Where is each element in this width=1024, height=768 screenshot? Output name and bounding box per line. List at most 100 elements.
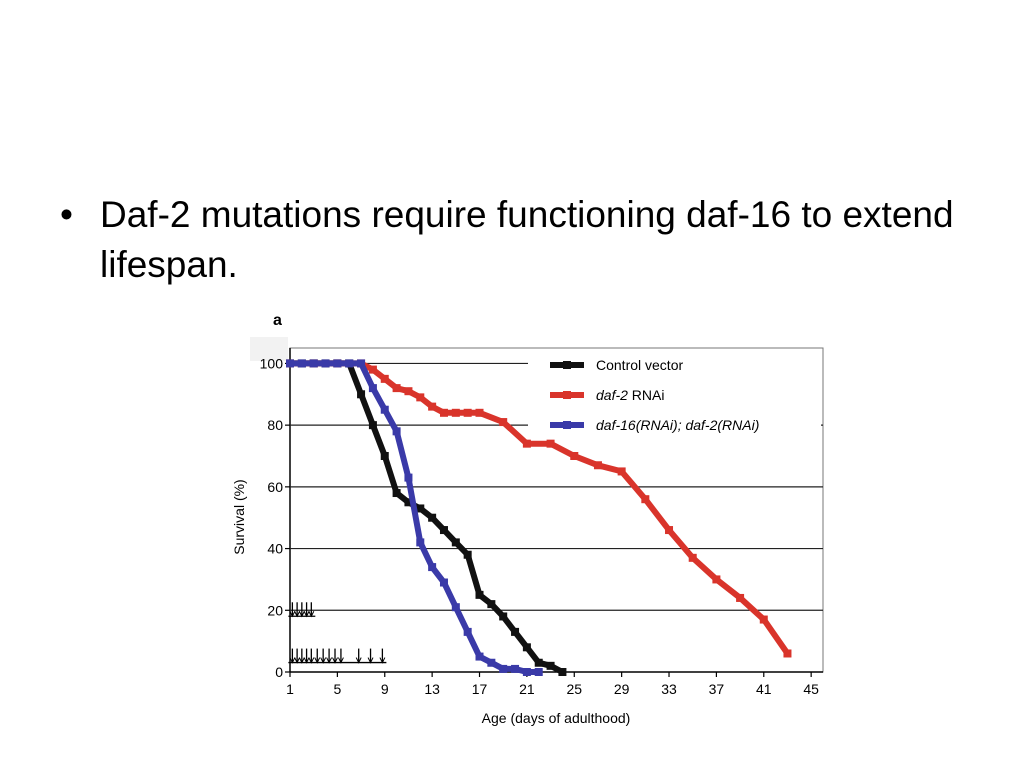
censor-arrow-1-5: [314, 657, 321, 664]
series-2-point-8: [380, 405, 389, 414]
x-tick-label-29: 29: [614, 681, 630, 697]
series-1-point-14: [499, 418, 508, 427]
censor-arrow-0-3: [303, 611, 310, 618]
y-tick-label-80: 80: [267, 417, 283, 433]
x-tick-label-9: 9: [381, 681, 389, 697]
series-2-point-19: [511, 664, 520, 673]
series-1-point-25: [759, 615, 768, 624]
series-2-point-9: [392, 427, 401, 436]
series-2-point-21: [534, 668, 543, 676]
legend-label-2: daf-16(RNAi); daf-2(RNAi): [596, 417, 759, 433]
series-1-point-20: [641, 495, 650, 504]
censor-arrow-0-2: [298, 611, 305, 618]
series-2-point-18: [499, 664, 508, 673]
series-2-point-4: [333, 359, 342, 368]
y-tick-label-20: 20: [267, 602, 283, 618]
series-1-point-7: [404, 387, 413, 396]
censor-arrow-0-4: [308, 611, 315, 618]
series-0-point-20: [522, 643, 531, 652]
panel-label: a: [273, 312, 282, 329]
series-0-point-21: [534, 658, 543, 667]
series-2-point-14: [451, 603, 460, 612]
series-1-point-21: [665, 526, 674, 535]
series-2-point-16: [475, 652, 484, 661]
series-1-point-23: [712, 575, 721, 584]
series-1-point-10: [439, 408, 448, 417]
x-tick-label-37: 37: [709, 681, 725, 697]
series-2-point-12: [428, 563, 437, 572]
series-2-point-6: [357, 359, 366, 368]
x-axis-label: Age (days of adulthood): [482, 710, 631, 726]
series-0-point-22: [546, 661, 555, 670]
series-1-point-17: [570, 452, 579, 460]
censor-arrow-0-0: [289, 611, 296, 618]
y-tick-label-60: 60: [267, 479, 283, 495]
legend-marker-1: [563, 391, 571, 399]
series-line-0: [287, 360, 566, 675]
series-0-point-12: [428, 513, 437, 522]
censor-arrow-1-11: [367, 657, 374, 664]
series-1-point-15: [522, 439, 531, 448]
series-0-point-6: [357, 390, 366, 399]
censor-marks: [288, 602, 387, 664]
series-0-point-15: [463, 550, 472, 559]
legend-marker-2: [563, 421, 571, 429]
series-0-point-14: [451, 538, 460, 547]
series-2-point-3: [321, 359, 330, 368]
series-1-point-18: [593, 461, 602, 470]
x-tick-label-45: 45: [803, 681, 819, 697]
x-tick-label-17: 17: [472, 681, 488, 697]
y-axis-label: Survival (%): [231, 479, 247, 554]
series-2-point-15: [463, 627, 472, 636]
series-0-point-23: [558, 668, 567, 676]
legend-marker-0: [563, 361, 571, 369]
series-1-point-6: [392, 384, 401, 393]
series-0-point-19: [511, 627, 520, 636]
censor-arrow-1-7: [326, 657, 333, 664]
censor-arrow-0-1: [294, 611, 301, 618]
legend-label-1: daf-2 RNAi: [596, 387, 664, 403]
series-0-point-17: [487, 600, 496, 609]
legend: Control vector daf-2 RNAi daf-16(RNAi); da…: [528, 350, 821, 438]
series-2-point-17: [487, 658, 496, 667]
x-tick-label-25: 25: [566, 681, 582, 697]
censor-arrow-1-0: [289, 657, 296, 664]
bullet-text: Daf-2 mutations require functioning daf-…: [100, 194, 954, 285]
series-group: [286, 359, 792, 676]
series-2-point-5: [345, 359, 354, 368]
x-tick-label-13: 13: [424, 681, 440, 697]
chart-svg: a 0 20 40 60 80 100 1 5 9 13 17 21 25 29 33 37 41 45 Cont…: [231, 312, 824, 726]
bullet-dot: •: [60, 194, 73, 235]
series-0-point-16: [475, 590, 484, 599]
censor-arrow-1-6: [320, 657, 327, 664]
series-1-point-8: [416, 393, 425, 402]
series-2-point-1: [297, 359, 306, 368]
x-tick-label-5: 5: [333, 681, 341, 697]
series-2-point-7: [368, 384, 377, 393]
series-2-point-10: [404, 473, 413, 482]
censor-arrow-1-9: [337, 657, 344, 664]
x-tick-label-1: 1: [286, 681, 294, 697]
series-0-point-10: [404, 498, 413, 507]
series-1-point-12: [463, 408, 472, 417]
series-0-point-7: [368, 421, 377, 430]
series-2-point-13: [439, 578, 448, 587]
series-2-point-0: [286, 359, 294, 368]
series-1-point-26: [783, 649, 792, 658]
series-0-point-13: [439, 526, 448, 535]
series-1-point-11: [451, 408, 460, 417]
bullet-point: • Daf-2 mutations require functioning da…: [60, 190, 980, 290]
series-1-point-22: [688, 553, 697, 562]
series-0-point-11: [416, 504, 425, 513]
series-0-point-9: [392, 489, 401, 498]
series-line-2: [287, 360, 542, 675]
y-tick-label-40: 40: [267, 541, 283, 557]
series-1-point-5: [380, 374, 389, 383]
censor-arrow-1-1: [294, 657, 301, 664]
censor-arrow-1-4: [308, 657, 315, 664]
series-1-point-24: [736, 593, 745, 602]
legend-label-0: Control vector: [596, 357, 683, 373]
series-2-point-2: [309, 359, 318, 368]
x-tick-label-21: 21: [519, 681, 535, 697]
x-tick-label-33: 33: [661, 681, 677, 697]
